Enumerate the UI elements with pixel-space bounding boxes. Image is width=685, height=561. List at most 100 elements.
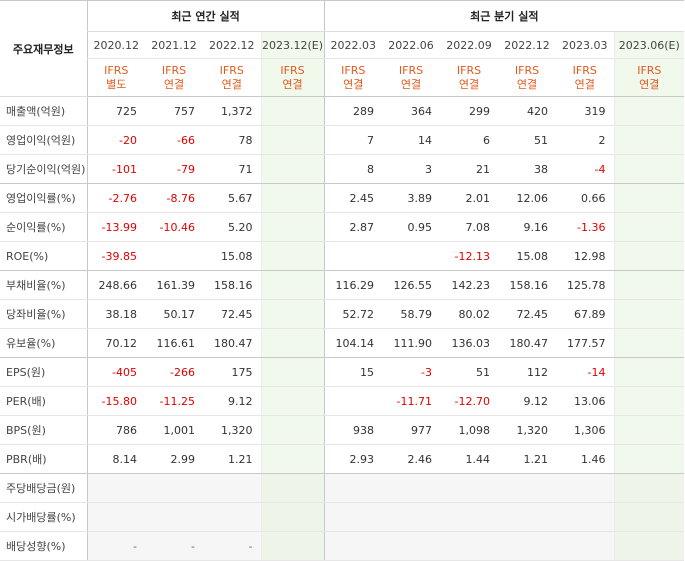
- quarterly-period-date: 2023.03: [556, 31, 615, 59]
- quarterly-value-cell: [613, 502, 685, 532]
- row-label: 유보율(%): [0, 328, 87, 358]
- annual-value-cell: -2.76: [86, 183, 145, 213]
- annual-value-cell: 9.12: [203, 386, 261, 416]
- table-row: 부채비율(%) 248.66 161.39 158.16 116.29 126.55 142…: [0, 270, 685, 300]
- annual-value-cell: -10.46: [145, 212, 203, 242]
- quarterly-value-cell: -11.71: [382, 386, 441, 416]
- quarterly-value-cell: 125.78: [556, 270, 615, 300]
- quarterly-value-cell: 21: [440, 154, 499, 184]
- quarterly-value-cell: 7.08: [440, 212, 499, 242]
- quarterly-value-cell: -12.13: [440, 241, 499, 271]
- quarterly-value-cell: 72.45: [498, 299, 557, 329]
- annual-value-cell: -39.85: [86, 241, 145, 271]
- quarterly-value-cell: 289: [323, 96, 383, 126]
- row-label: PER(배): [0, 386, 87, 416]
- quarterly-value-cell: 136.03: [440, 328, 499, 358]
- annual-value-cell: [260, 125, 325, 155]
- annual-value-cell: 70.12: [86, 328, 145, 358]
- row-label: 부채비율(%): [0, 270, 87, 300]
- annual-period-standard: IFRS 연결: [260, 58, 325, 97]
- row-label: PBR(배): [0, 444, 87, 474]
- quarterly-value-cell: 38: [498, 154, 557, 184]
- quarterly-value-cell: [613, 444, 685, 474]
- quarterly-value-cell: 9.16: [498, 212, 557, 242]
- annual-value-cell: -: [145, 531, 203, 561]
- quarterly-value-cell: 12.98: [556, 241, 615, 271]
- row-label: 당기순이익(억원): [0, 154, 87, 184]
- quarterly-value-cell: 116.29: [323, 270, 383, 300]
- annual-value-cell: [260, 154, 325, 184]
- quarterly-value-cell: [556, 502, 615, 532]
- annual-period-date: 2020.12: [86, 31, 145, 59]
- standard-label: IFRS: [514, 63, 540, 77]
- row-label: 주당배당금(원): [0, 473, 87, 503]
- table-row: 당기순이익(억원) -101 -79 71 8 3 21 38 -4: [0, 154, 685, 184]
- quarterly-value-cell: [613, 183, 685, 213]
- annual-value-cell: -266: [145, 357, 203, 387]
- annual-value-cell: 2.99: [145, 444, 203, 474]
- quarterly-value-cell: 15.08: [498, 241, 557, 271]
- quarterly-value-cell: 112: [498, 357, 557, 387]
- standard-label: IFRS: [161, 63, 187, 77]
- annual-value-cell: -13.99: [86, 212, 145, 242]
- quarterly-value-cell: -12.70: [440, 386, 499, 416]
- annual-value-cell: [260, 299, 325, 329]
- annual-value-cell: 725: [86, 96, 145, 126]
- quarterly-value-cell: 15: [323, 357, 383, 387]
- table-row: EPS(원) -405 -266 175 15 -3 51 112 -14: [0, 357, 685, 387]
- quarterly-value-cell: 9.12: [498, 386, 557, 416]
- annual-value-cell: [260, 328, 325, 358]
- quarterly-value-cell: 7: [323, 125, 383, 155]
- basis-label: 연결: [458, 77, 480, 91]
- annual-value-cell: 1,320: [203, 415, 261, 445]
- table-row: 유보율(%) 70.12 116.61 180.47 104.14 111.90 136.0…: [0, 328, 685, 358]
- annual-period-standard: IFRS 연결: [203, 58, 261, 97]
- quarterly-value-cell: 938: [323, 415, 383, 445]
- annual-value-cell: [86, 502, 145, 532]
- annual-value-cell: 175: [203, 357, 261, 387]
- quarterly-value-cell: -1.36: [556, 212, 615, 242]
- quarterly-period-date: 2022.06: [382, 31, 441, 59]
- annual-value-cell: [260, 357, 325, 387]
- annual-value-cell: 158.16: [203, 270, 261, 300]
- quarterly-value-cell: 1,320: [498, 415, 557, 445]
- quarterly-value-cell: 2.01: [440, 183, 499, 213]
- annual-value-cell: [260, 444, 325, 474]
- quarterly-period-date: 2023.06(E): [613, 31, 685, 59]
- quarterly-period-standard: IFRS 연결: [498, 58, 557, 97]
- quarterly-period-standard: IFRS 연결: [440, 58, 499, 97]
- quarterly-value-cell: [613, 473, 685, 503]
- quarterly-value-cell: 1,098: [440, 415, 499, 445]
- table-row: 시가배당률(%): [0, 502, 685, 532]
- standard-label: IFRS: [104, 63, 129, 77]
- quarterly-value-cell: 1.21: [498, 444, 557, 474]
- annual-value-cell: [260, 502, 325, 532]
- quarterly-value-cell: 0.95: [382, 212, 441, 242]
- quarterly-value-cell: [613, 96, 685, 126]
- period-date-row: 2020.12 2021.12 2022.12 2023.12(E) 2022.03 20…: [0, 31, 685, 59]
- quarterly-value-cell: 319: [556, 96, 615, 126]
- annual-value-cell: [260, 386, 325, 416]
- annual-value-cell: -: [203, 531, 261, 561]
- accounting-standard-row: IFRS 별도 IFRS 연결 IFRS 연결 IFRS 연결 IFRS 연결 IFRS 연결 IFRS…: [0, 58, 685, 97]
- table-row: 배당성향(%) - - -: [0, 531, 685, 561]
- quarterly-value-cell: [323, 502, 383, 532]
- annual-value-cell: [260, 473, 325, 503]
- quarterly-value-cell: [613, 415, 685, 445]
- quarterly-value-cell: [323, 241, 383, 271]
- row-label: 시가배당률(%): [0, 502, 87, 532]
- annual-value-cell: -: [86, 531, 145, 561]
- table-row: PBR(배) 8.14 2.99 1.21 2.93 2.46 1.44 1.21 1.46: [0, 444, 685, 474]
- quarterly-value-cell: 299: [440, 96, 499, 126]
- quarterly-value-cell: 2.46: [382, 444, 441, 474]
- row-label-header: 주요재무정보: [0, 0, 87, 97]
- quarterly-value-cell: 3.89: [382, 183, 441, 213]
- annual-value-cell: [203, 502, 261, 532]
- basis-label: 연결: [516, 77, 538, 91]
- annual-value-cell: 78: [203, 125, 261, 155]
- annual-value-cell: 757: [145, 96, 203, 126]
- quarterly-value-cell: [323, 531, 383, 561]
- basis-label: 연결: [343, 77, 364, 91]
- row-label: 영업이익률(%): [0, 183, 87, 213]
- table-row: PER(배) -15.80 -11.25 9.12 -11.71 -12.70 9.12 13…: [0, 386, 685, 416]
